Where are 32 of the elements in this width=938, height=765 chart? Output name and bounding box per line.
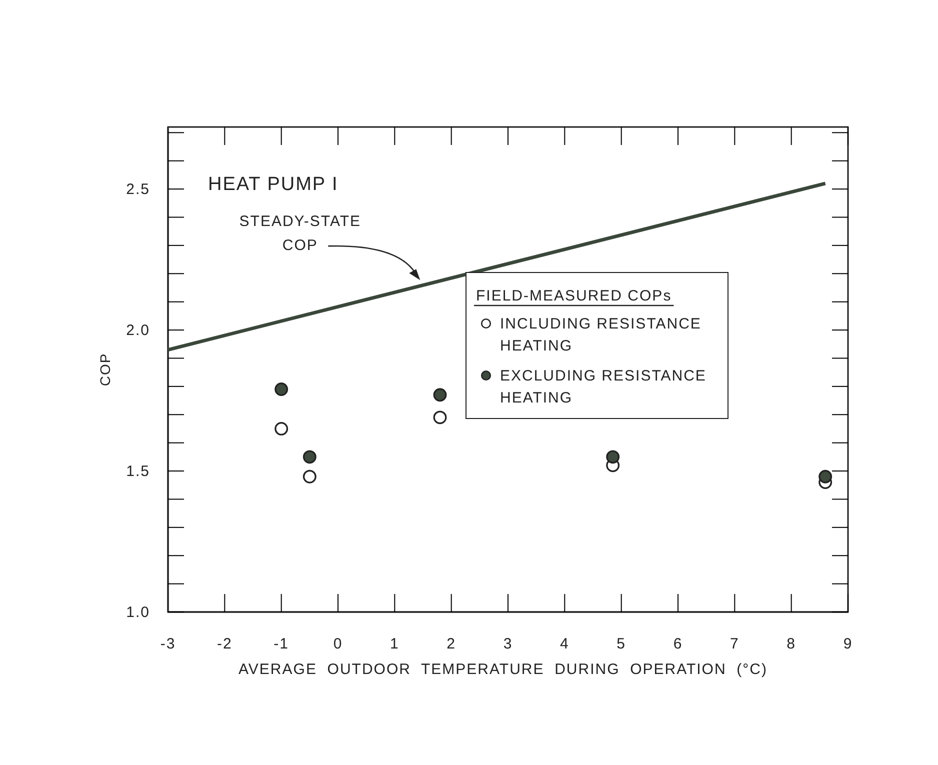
y-tick-label: 1.0 xyxy=(126,604,150,621)
point xyxy=(274,382,288,396)
y-tick-label: 2.0 xyxy=(126,322,150,339)
annotation: STEADY-STATE COP xyxy=(239,213,362,254)
y-axis-title: COP xyxy=(97,352,113,386)
legend-label: EXCLUDING RESISTANCE HEATING xyxy=(500,368,706,406)
x-tick-label: -3 xyxy=(160,636,176,653)
x-axis-title: AVERAGE OUTDOOR TEMPERATURE DURING OPERATION (°C) xyxy=(238,661,768,678)
point xyxy=(433,410,447,424)
point xyxy=(433,388,447,402)
x-tick-label: 5 xyxy=(616,636,626,653)
point xyxy=(818,470,832,484)
x-tick-label: 3 xyxy=(503,636,513,653)
x-tick-label: -2 xyxy=(216,636,232,653)
x-tick-label: 8 xyxy=(786,636,796,653)
x-tick-label: 4 xyxy=(560,636,570,653)
point xyxy=(606,450,620,464)
x-tick-label: 0 xyxy=(333,636,343,653)
x-tick-label: 2 xyxy=(446,636,456,653)
x-tick-label: 6 xyxy=(673,636,683,653)
x-tick-label: -1 xyxy=(274,636,290,653)
point xyxy=(274,422,288,436)
x-tick-label: 7 xyxy=(730,636,740,653)
legend-label: INCLUDING RESISTANCE HEATING xyxy=(500,316,702,354)
y-tick-label: 2.5 xyxy=(126,180,150,198)
x-tick-label: 9 xyxy=(843,636,853,653)
point xyxy=(302,470,316,484)
text: HEAT PUMP I xyxy=(208,174,338,195)
point xyxy=(302,450,316,464)
legend-title: FIELD-MEASURED COPs xyxy=(476,288,672,304)
y-tick-label: 1.5 xyxy=(126,462,150,480)
x-tick-label: 1 xyxy=(390,636,400,653)
